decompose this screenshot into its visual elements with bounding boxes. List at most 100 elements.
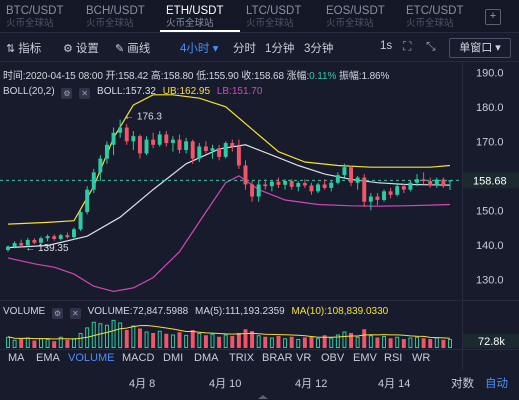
interval-3m-button[interactable]: 3分钟 [304,43,334,55]
tab-ltc-usdt[interactable]: LTC/USDT 火币全球站 [240,0,320,32]
indicator-tab-brar[interactable]: BRAR [262,352,293,364]
boll-lb: LB:151.70 [217,86,263,97]
candle-body [6,246,10,250]
candle-body [441,179,446,187]
indicator-tab-vr[interactable]: VR [296,352,312,364]
volume-bar [71,338,76,348]
interval-time-button[interactable]: 分时 [233,43,256,55]
indicator-tab-emv[interactable]: EMV [353,352,377,364]
candle-body [263,184,268,187]
log-scale-button[interactable]: 对数 [451,378,474,390]
candle-body [203,146,208,151]
settings-icon[interactable]: ⚙ [61,88,73,99]
close-icon[interactable]: ✕ [79,88,91,99]
tab-btc-usdt[interactable]: BTC/USDT 火币全球站 [0,0,80,32]
tab-symbol: BTC/USDT [6,5,64,17]
tab-symbol: ETC/USDT [406,5,464,17]
time-value: 2020-04-15 08:00 [25,71,103,82]
exit-fullscreen-icon[interactable]: ⤡ [426,39,436,53]
volume-bar [302,337,307,348]
tab-symbol: EOS/USDT [326,5,385,17]
indicator-tab-volume[interactable]: VOLUME [68,352,115,364]
indicator-tab-macd[interactable]: MACD [122,352,155,364]
volume-bar [32,340,37,348]
add-tab-button[interactable]: + [485,9,501,25]
volume-bar [421,338,426,348]
volume-bar [98,323,103,348]
candle-body [111,132,116,145]
volume-legend: VOLUME ⚙ ✕ VOLUME:72,847.5988 MA(5):111,… [3,306,388,319]
ma10-value: 108,839.0330 [327,306,389,317]
tab-eos-usdt[interactable]: EOS/USDT 火币全球站 [320,0,400,32]
boll-ub: UB:162.95 [163,86,210,97]
candle-body [151,139,156,145]
indicator-tab-dmi[interactable]: DMI [163,352,184,364]
volume-bar [157,330,162,348]
volume-bar [269,337,274,348]
indicator-tab-rsi[interactable]: RSI [384,352,403,364]
volume-ma10: MA(10):108,839.0330 [291,306,388,317]
volume-bar [342,331,347,348]
candle-body [58,235,63,239]
volume-bar [401,339,406,348]
gear-icon: ⚙ [63,43,73,55]
interval-4h-button[interactable]: 4小时 ▾ [180,40,218,56]
volume-bar [144,331,149,348]
current-price-label: 158.68 [473,175,507,187]
candle-body [342,167,347,176]
indicator-tab-ema[interactable]: EMA [36,352,60,364]
indicator-button[interactable]: ⇅ 指标 [6,40,41,56]
candle-body [236,146,241,166]
draw-button[interactable]: ✎ 画线 [115,40,150,56]
candle-body [322,184,327,188]
volume-bar [118,322,123,348]
boll-mid: BOLL:157.32 [97,86,156,97]
indicator-tab-obv[interactable]: OBV [321,352,345,364]
candle-body [335,175,340,183]
tab-exchange: 火币全球站 [6,18,54,29]
candle-body [448,180,452,182]
indicator-tab-wr[interactable]: WR [412,352,431,364]
candle-body [104,144,109,159]
volume-bar [170,334,175,348]
volume-bar [197,333,202,348]
interval-1s-button[interactable]: 1s [380,40,393,52]
tab-etc-usdt[interactable]: ETC/USDT 火币全球站 [400,0,480,32]
candle-body [91,172,96,190]
high-value: 158.80 [163,71,194,82]
settings-button[interactable]: ⚙ 设置 [63,40,99,56]
auto-scale-button[interactable]: 自动 [485,378,508,390]
close-icon[interactable]: ✕ [69,308,81,319]
tab-eth-usdt[interactable]: ETH/USDT 火币全球站 [160,0,240,32]
y-tick-label: 140.0 [476,240,504,252]
candle-body [316,184,321,192]
fullscreen-icon[interactable]: ⛶ [403,39,412,53]
scroll-handle[interactable] [258,395,268,399]
candle-body [302,183,307,186]
candle-body [256,184,261,197]
candle-body [309,185,314,192]
volume-bar [250,331,255,348]
candle-body [19,243,24,246]
indicator-tab-dma[interactable]: DMA [194,352,219,364]
volume-bar [19,338,24,348]
indicator-tab-trix[interactable]: TRIX [229,352,255,364]
candle-body [98,158,103,173]
y-tick-label: 130.0 [476,274,504,286]
boll-mid-label: BOLL: [97,86,126,97]
single-window-select[interactable]: 单窗口 ▾ [449,38,511,58]
interval-4h-label: 4小时 [180,43,210,55]
close-label: 收: [241,71,254,82]
settings-icon[interactable]: ⚙ [52,308,64,319]
candle-body [25,239,30,246]
y-tick-label: 180.0 [476,102,504,114]
tab-bch-usdt[interactable]: BCH/USDT 火币全球站 [80,0,160,32]
draw-label: 画线 [127,43,151,55]
volume-bar [362,329,367,348]
change-label: 涨幅: [286,71,310,82]
interval-1m-button[interactable]: 1分钟 [265,43,295,55]
chevron-down-icon: ▾ [212,43,219,55]
volume-bar [39,338,43,348]
candle-body [276,181,281,185]
indicator-tab-ma[interactable]: MA [8,352,25,364]
